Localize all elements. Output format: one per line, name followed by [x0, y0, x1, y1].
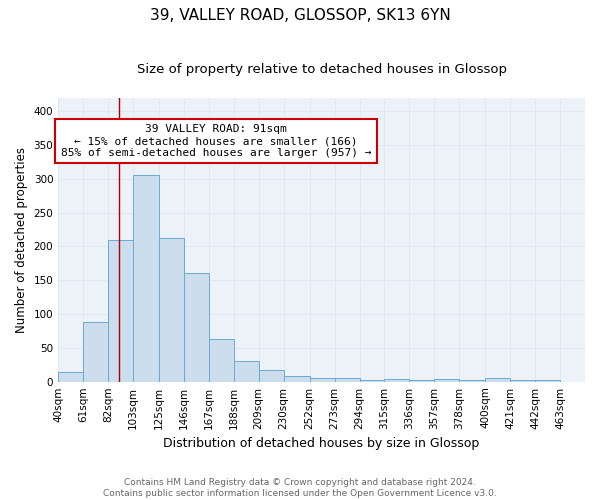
Bar: [409, 380, 434, 382]
Bar: [133, 176, 159, 382]
Text: 39, VALLEY ROAD, GLOSSOP, SK13 6YN: 39, VALLEY ROAD, GLOSSOP, SK13 6YN: [149, 8, 451, 22]
Bar: [310, 378, 335, 382]
Y-axis label: Number of detached properties: Number of detached properties: [15, 146, 28, 332]
Bar: [459, 380, 485, 382]
Bar: [58, 372, 83, 382]
Bar: [209, 339, 234, 382]
Bar: [83, 322, 108, 382]
Bar: [510, 380, 535, 382]
Bar: [108, 240, 133, 382]
Bar: [359, 380, 385, 382]
Bar: [184, 274, 209, 382]
Bar: [234, 362, 259, 382]
Bar: [335, 378, 359, 382]
Bar: [284, 376, 310, 382]
Bar: [385, 379, 409, 382]
Bar: [259, 370, 284, 382]
X-axis label: Distribution of detached houses by size in Glossop: Distribution of detached houses by size …: [163, 437, 480, 450]
Title: Size of property relative to detached houses in Glossop: Size of property relative to detached ho…: [137, 62, 506, 76]
Bar: [434, 379, 459, 382]
Bar: [159, 238, 184, 382]
Bar: [535, 380, 560, 382]
Bar: [485, 378, 510, 382]
Text: 39 VALLEY ROAD: 91sqm
← 15% of detached houses are smaller (166)
85% of semi-det: 39 VALLEY ROAD: 91sqm ← 15% of detached …: [61, 124, 371, 158]
Text: Contains HM Land Registry data © Crown copyright and database right 2024.
Contai: Contains HM Land Registry data © Crown c…: [103, 478, 497, 498]
